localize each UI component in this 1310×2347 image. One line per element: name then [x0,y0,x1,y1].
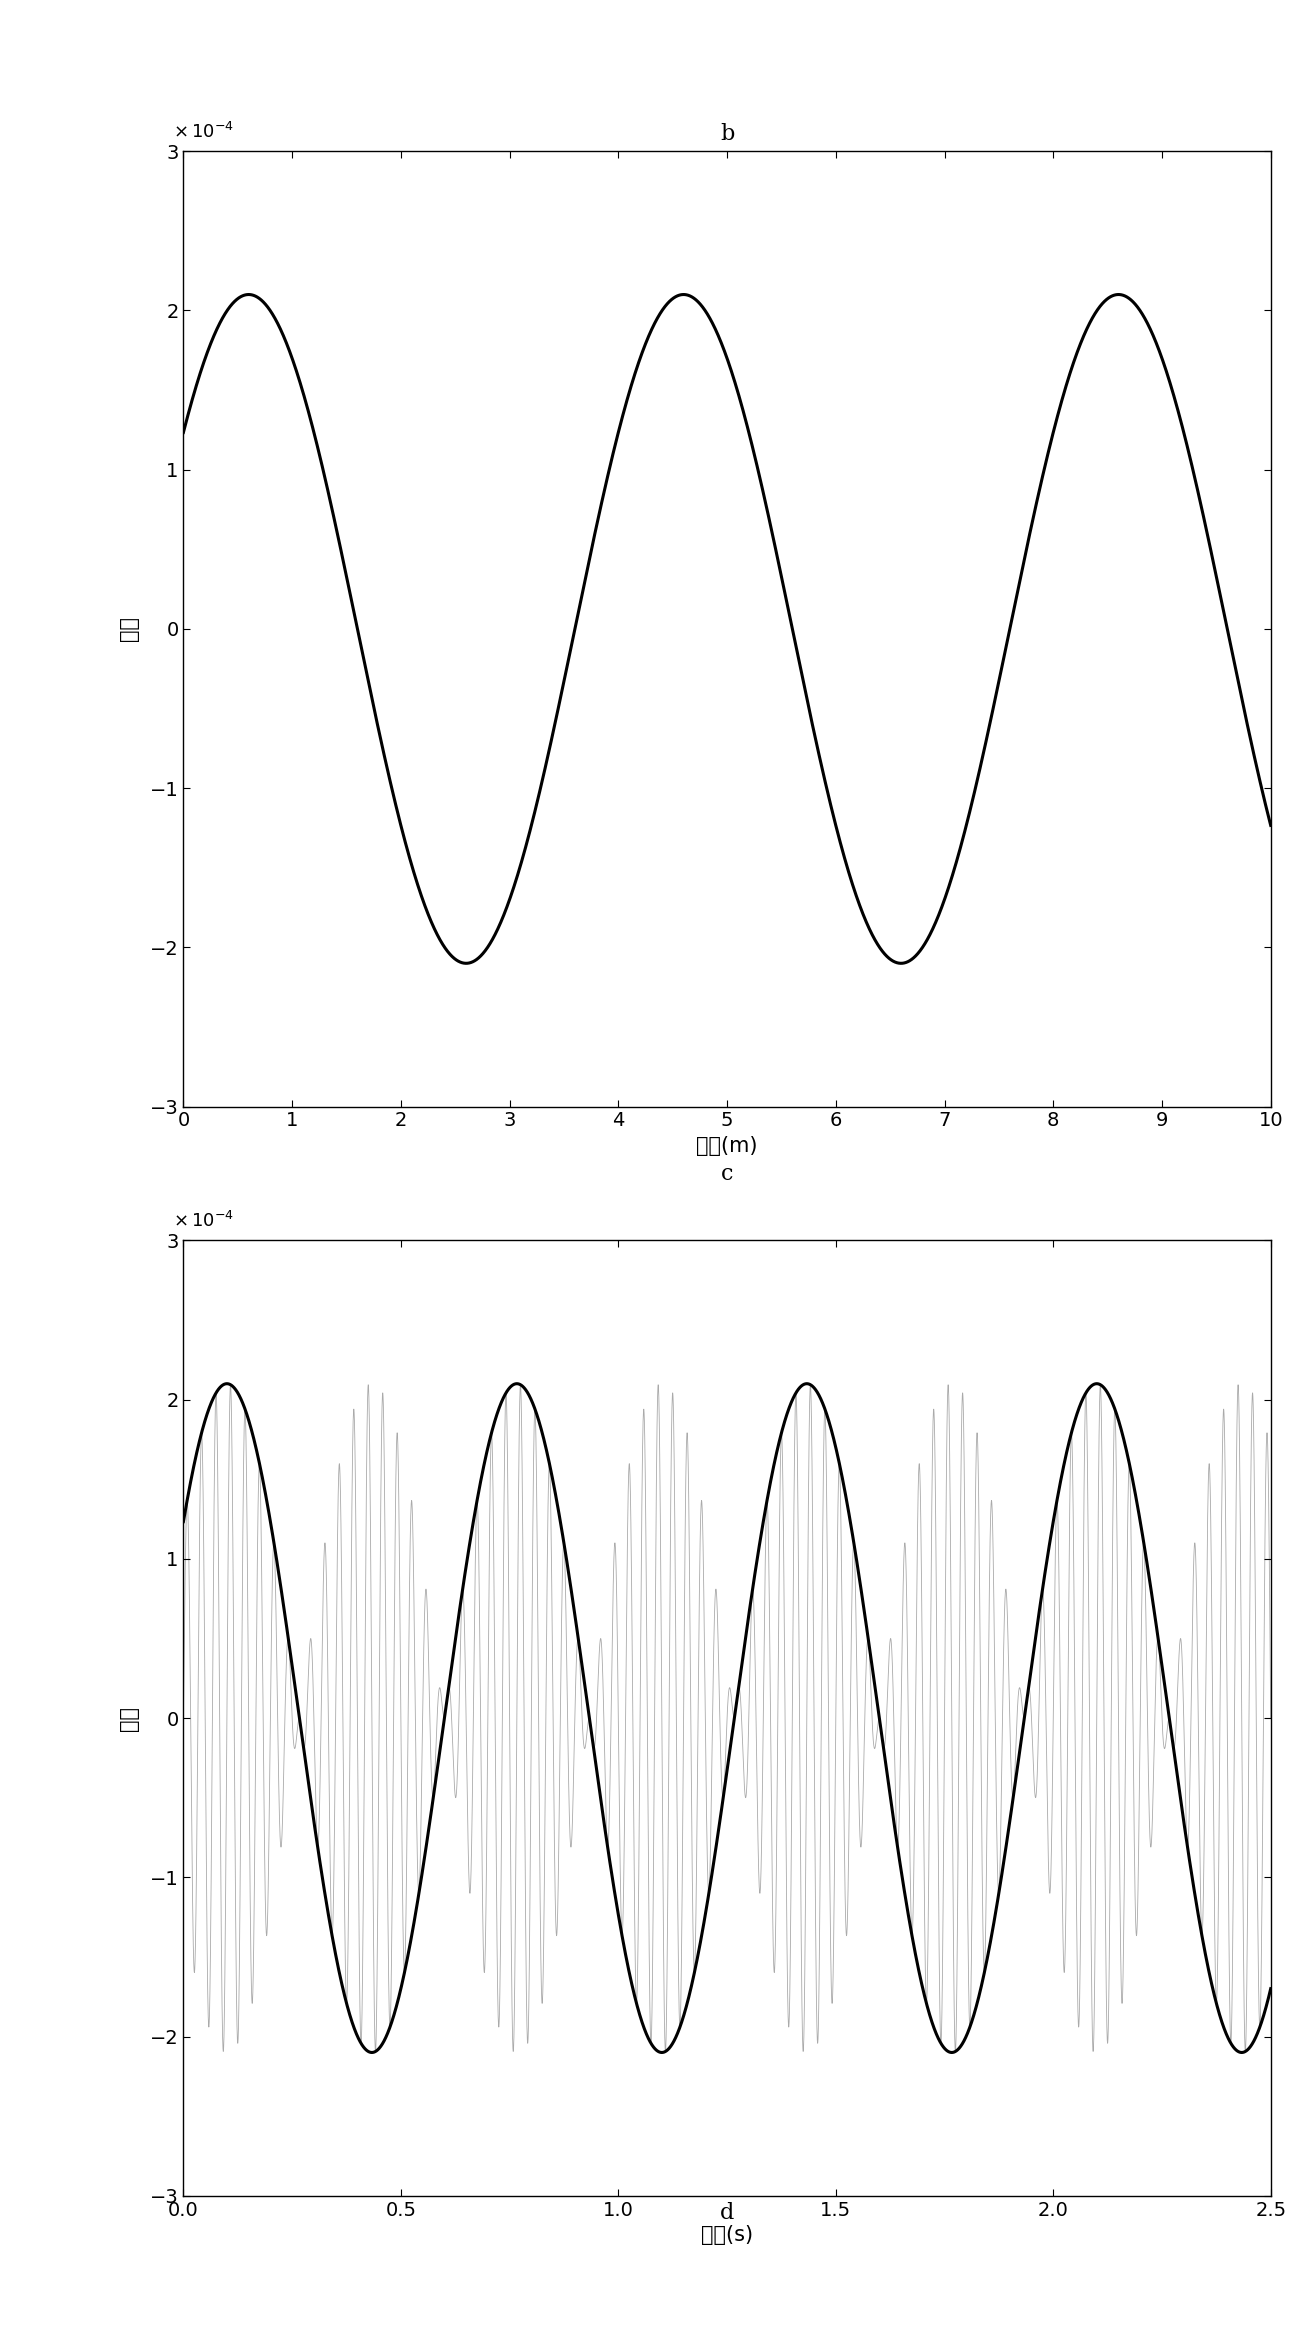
Text: c: c [721,1162,734,1185]
Y-axis label: 幅値: 幅値 [119,617,139,641]
Text: b: b [721,122,734,146]
Y-axis label: 幅値: 幅値 [119,1706,139,1730]
X-axis label: 时间(s): 时间(s) [701,2225,753,2246]
Text: $\times\,10^{-4}$: $\times\,10^{-4}$ [173,122,233,141]
Text: d: d [721,2201,734,2225]
X-axis label: 位移(m): 位移(m) [697,1136,757,1157]
Text: $\times\,10^{-4}$: $\times\,10^{-4}$ [173,1211,233,1230]
